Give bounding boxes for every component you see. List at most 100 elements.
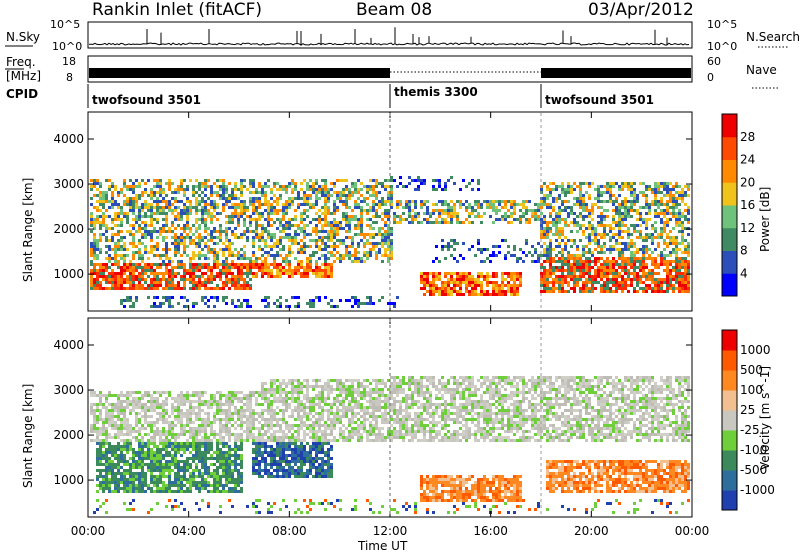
data-cell — [423, 179, 426, 182]
data-cell — [228, 215, 231, 218]
data-cell — [378, 248, 381, 251]
data-cell — [120, 454, 123, 457]
data-cell — [171, 209, 174, 212]
data-cell — [579, 200, 582, 203]
data-cell — [675, 215, 678, 218]
data-cell — [102, 215, 105, 218]
data-cell — [399, 176, 402, 179]
data-cell — [129, 475, 132, 478]
data-cell — [213, 191, 216, 194]
data-cell — [345, 188, 348, 191]
data-cell — [150, 394, 153, 397]
data-cell — [177, 251, 180, 254]
data-cell — [117, 245, 120, 248]
data-cell — [216, 275, 219, 278]
data-cell — [180, 296, 183, 299]
data-cell — [132, 430, 135, 433]
data-cell — [657, 263, 660, 266]
data-cell — [168, 284, 171, 287]
data-cell — [600, 284, 603, 287]
data-cell — [372, 200, 375, 203]
data-cell — [408, 182, 411, 185]
data-cell — [207, 185, 210, 188]
data-cell — [639, 257, 642, 260]
data-cell — [258, 257, 261, 260]
data-cell — [96, 215, 99, 218]
data-cell — [255, 212, 258, 215]
data-cell — [372, 242, 375, 245]
data-cell — [678, 275, 681, 278]
data-cell — [270, 209, 273, 212]
data-cell — [384, 254, 387, 257]
data-cell — [432, 272, 435, 275]
data-cell — [138, 478, 141, 481]
data-cell — [162, 448, 165, 451]
data-cell — [276, 251, 279, 254]
data-cell — [378, 182, 381, 185]
data-cell — [168, 490, 171, 493]
data-cell — [186, 412, 189, 415]
data-cell — [168, 451, 171, 454]
power-colorbar-label: Power [dB] — [758, 187, 772, 252]
data-cell — [186, 481, 189, 484]
data-cell — [309, 188, 312, 191]
data-cell — [171, 284, 174, 287]
data-cell — [138, 227, 141, 230]
data-cell — [645, 221, 648, 224]
data-cell — [423, 182, 426, 185]
data-cell — [285, 305, 288, 308]
data-cell — [387, 233, 390, 236]
data-cell — [195, 200, 198, 203]
data-cell — [507, 284, 510, 287]
data-cell — [243, 230, 246, 233]
data-cell — [198, 412, 201, 415]
data-cell — [177, 436, 180, 439]
data-cell — [576, 254, 579, 257]
data-cell — [111, 424, 114, 427]
data-cell — [219, 275, 222, 278]
data-cell — [216, 263, 219, 266]
data-cell — [198, 439, 201, 442]
data-cell — [201, 400, 204, 403]
data-cell — [195, 394, 198, 397]
data-cell — [168, 206, 171, 209]
data-cell — [441, 290, 444, 293]
data-cell — [105, 239, 108, 242]
data-cell — [222, 299, 225, 302]
data-cell — [456, 275, 459, 278]
data-cell — [261, 266, 264, 269]
data-cell — [666, 206, 669, 209]
data-cell — [111, 451, 114, 454]
data-cell — [138, 215, 141, 218]
data-cell — [96, 433, 99, 436]
data-cell — [90, 272, 93, 275]
data-cell — [174, 463, 177, 466]
data-cell — [582, 290, 585, 293]
data-cell — [369, 194, 372, 197]
data-cell — [621, 200, 624, 203]
data-cell — [225, 266, 228, 269]
data-cell — [624, 284, 627, 287]
data-cell — [675, 266, 678, 269]
data-cell — [90, 263, 93, 266]
data-cell — [495, 272, 498, 275]
date-title: 03/Apr/2012 — [588, 0, 694, 20]
data-cell — [366, 257, 369, 260]
data-cell — [108, 469, 111, 472]
data-cell — [687, 260, 690, 263]
data-cell — [312, 227, 315, 230]
data-cell — [552, 257, 555, 260]
data-cell — [684, 215, 687, 218]
data-cell — [609, 266, 612, 269]
data-cell — [180, 242, 183, 245]
data-cell — [660, 212, 663, 215]
data-cell — [621, 260, 624, 263]
data-cell — [195, 418, 198, 421]
data-cell — [120, 254, 123, 257]
data-cell — [195, 191, 198, 194]
data-cell — [567, 257, 570, 260]
data-cell — [357, 257, 360, 260]
data-cell — [540, 200, 543, 203]
data-cell — [114, 415, 117, 418]
data-cell — [258, 236, 261, 239]
